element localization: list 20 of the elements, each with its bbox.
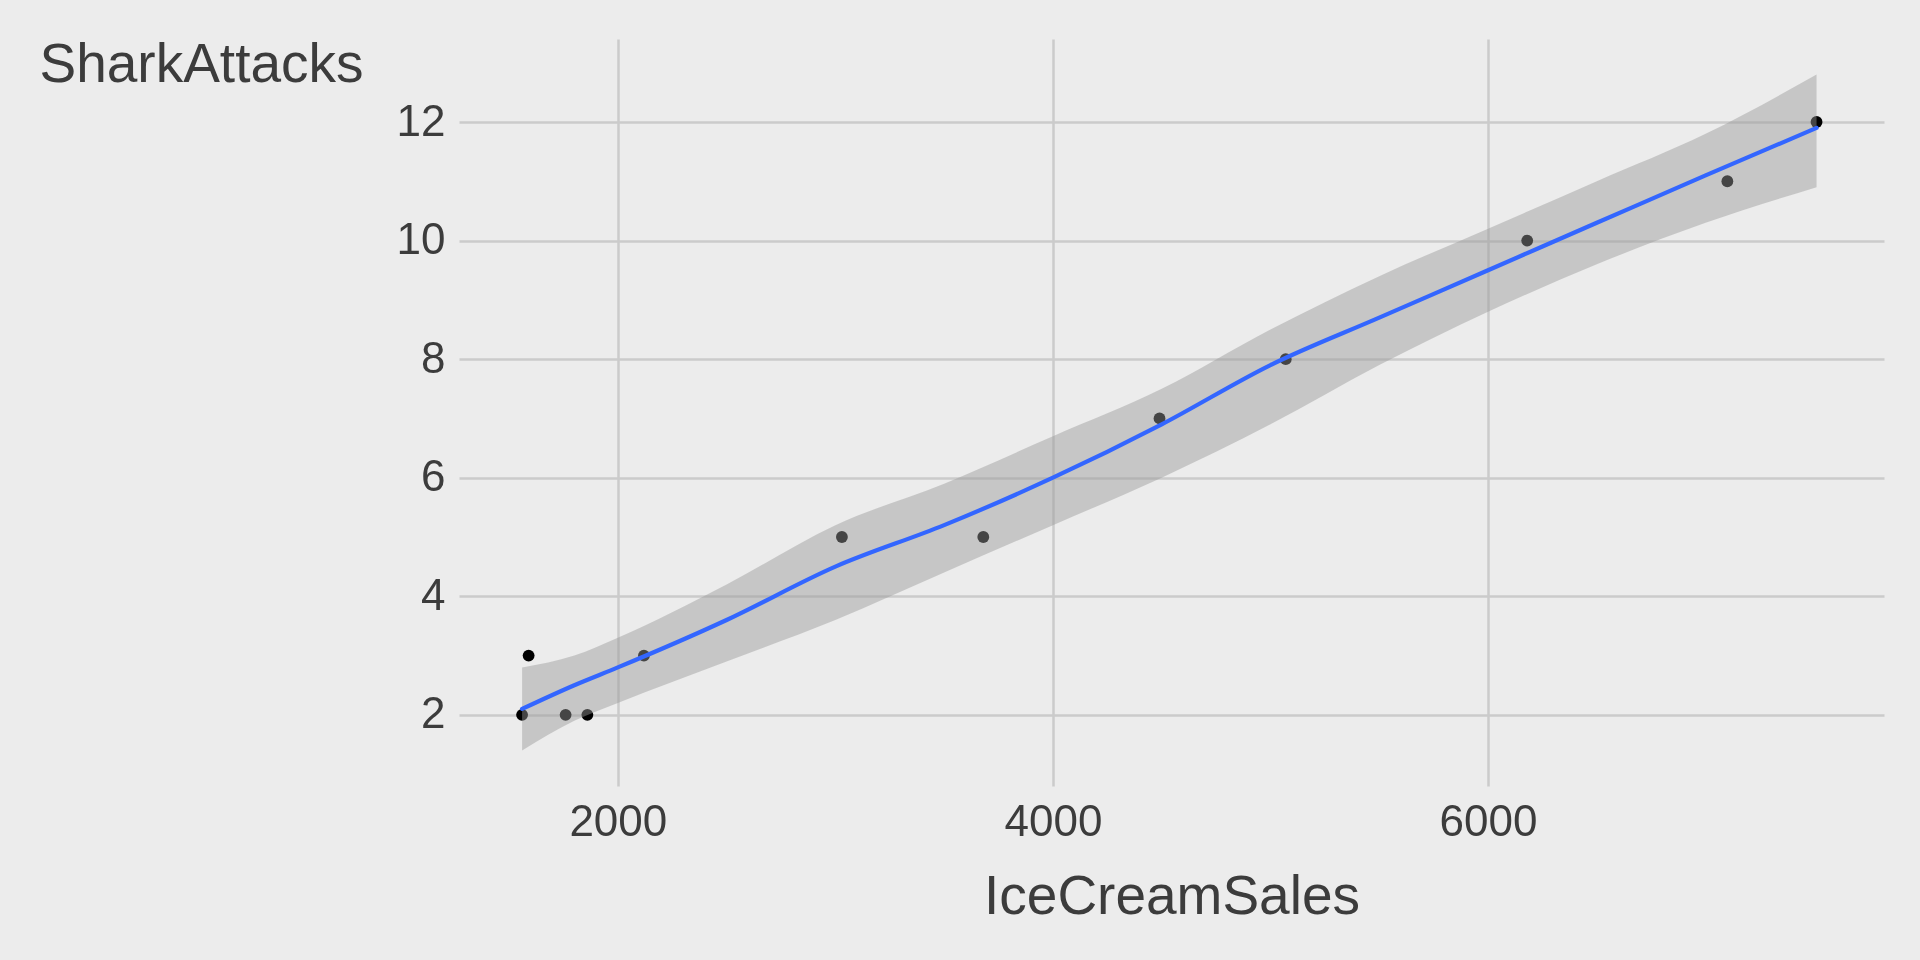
point [977,531,990,543]
y-tick-label: 12 [396,95,446,145]
y-tick-label: 10 [396,214,446,264]
point [1721,175,1734,188]
y-tick-label: 6 [421,451,446,501]
y-tick-label: 8 [421,332,446,382]
x-axis-title: IceCreamSales [984,863,1360,926]
point [1521,234,1534,247]
y-tick-label: 4 [421,569,446,619]
y-tick-label: 2 [421,688,446,738]
point [516,708,529,721]
point [1810,116,1823,128]
point [522,649,535,662]
x-tick-label: 2000 [569,795,668,845]
point [835,531,848,543]
point [559,708,572,721]
x-tick-label: 6000 [1439,795,1538,845]
y-axis-title: SharkAttacks [39,31,364,94]
x-tick-label: 4000 [1004,795,1103,845]
point [581,708,594,721]
